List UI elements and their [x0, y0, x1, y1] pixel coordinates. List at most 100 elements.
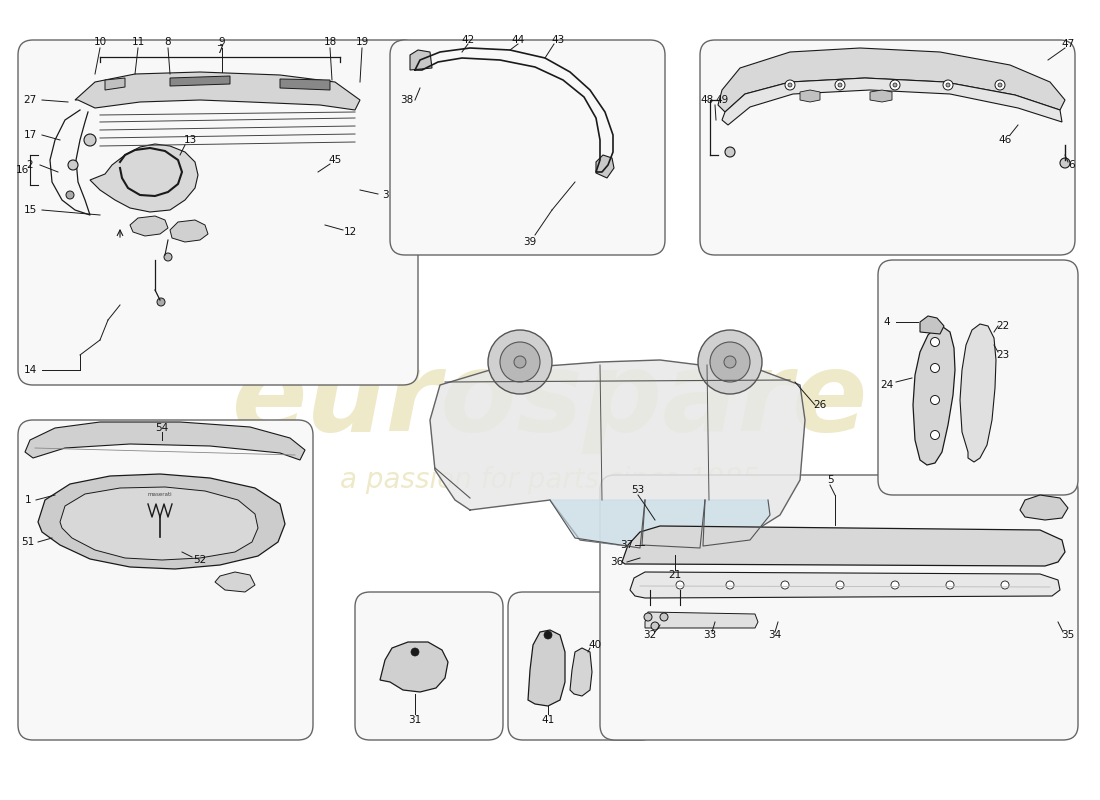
Polygon shape	[39, 474, 285, 569]
Circle shape	[931, 363, 939, 373]
Polygon shape	[722, 78, 1062, 125]
Circle shape	[893, 83, 896, 87]
Text: 22: 22	[997, 321, 1010, 331]
FancyBboxPatch shape	[600, 475, 1078, 740]
Polygon shape	[25, 422, 305, 460]
Text: 27: 27	[23, 95, 36, 105]
Text: 52: 52	[194, 555, 207, 565]
Circle shape	[84, 134, 96, 146]
Polygon shape	[60, 487, 258, 560]
Circle shape	[890, 80, 900, 90]
Circle shape	[725, 147, 735, 157]
Circle shape	[891, 581, 899, 589]
Polygon shape	[920, 316, 944, 334]
Text: 32: 32	[644, 630, 657, 640]
Polygon shape	[913, 327, 955, 465]
Text: 46: 46	[999, 135, 1012, 145]
FancyBboxPatch shape	[700, 40, 1075, 255]
Text: 41: 41	[541, 715, 554, 725]
FancyBboxPatch shape	[508, 592, 656, 740]
Polygon shape	[645, 612, 758, 628]
Polygon shape	[379, 642, 448, 692]
Text: 51: 51	[21, 537, 34, 547]
Circle shape	[726, 581, 734, 589]
Circle shape	[838, 83, 842, 87]
Polygon shape	[130, 216, 168, 236]
Circle shape	[788, 83, 792, 87]
Circle shape	[724, 356, 736, 368]
Circle shape	[931, 395, 939, 405]
Circle shape	[1001, 581, 1009, 589]
Text: 16: 16	[15, 165, 29, 175]
Polygon shape	[104, 78, 125, 90]
Circle shape	[1060, 158, 1070, 168]
Text: 9: 9	[219, 37, 225, 47]
Text: 15: 15	[23, 205, 36, 215]
Polygon shape	[630, 572, 1060, 598]
Text: 23: 23	[997, 350, 1010, 360]
Text: 43: 43	[551, 35, 564, 45]
Circle shape	[157, 298, 165, 306]
Polygon shape	[214, 572, 255, 592]
Text: 7: 7	[217, 45, 223, 55]
Text: 3: 3	[382, 190, 388, 200]
Text: 10: 10	[94, 37, 107, 47]
Circle shape	[660, 613, 668, 621]
FancyBboxPatch shape	[390, 40, 666, 255]
Text: 53: 53	[631, 485, 645, 495]
Text: 35: 35	[1062, 630, 1075, 640]
Polygon shape	[642, 500, 705, 548]
Polygon shape	[718, 48, 1065, 112]
Text: 12: 12	[343, 227, 356, 237]
Text: 37: 37	[620, 540, 634, 550]
Text: 42: 42	[461, 35, 474, 45]
Text: 26: 26	[813, 400, 826, 410]
Circle shape	[946, 83, 950, 87]
Text: 18: 18	[323, 37, 337, 47]
Text: 13: 13	[184, 135, 197, 145]
Text: 4: 4	[883, 317, 890, 327]
Text: 8: 8	[165, 37, 172, 47]
Circle shape	[651, 622, 659, 630]
Circle shape	[544, 631, 552, 639]
Polygon shape	[430, 360, 805, 550]
Text: 36: 36	[610, 557, 624, 567]
FancyBboxPatch shape	[355, 592, 503, 740]
Polygon shape	[960, 324, 996, 462]
Text: 2: 2	[26, 160, 33, 170]
Text: 34: 34	[769, 630, 782, 640]
Circle shape	[931, 338, 939, 346]
Text: 31: 31	[408, 715, 421, 725]
Text: 24: 24	[880, 380, 893, 390]
Polygon shape	[170, 76, 230, 86]
Text: eurospare: eurospare	[232, 346, 868, 454]
Polygon shape	[90, 144, 198, 212]
Circle shape	[946, 581, 954, 589]
FancyBboxPatch shape	[18, 40, 418, 385]
Polygon shape	[800, 90, 820, 102]
Text: 48: 48	[701, 95, 714, 105]
Text: 5: 5	[827, 475, 834, 485]
Polygon shape	[410, 50, 432, 70]
FancyBboxPatch shape	[18, 420, 314, 740]
Text: 1: 1	[24, 495, 31, 505]
Text: 39: 39	[524, 237, 537, 247]
Text: 21: 21	[669, 570, 682, 580]
Circle shape	[931, 430, 939, 439]
Text: 11: 11	[131, 37, 144, 47]
Circle shape	[781, 581, 789, 589]
Text: 14: 14	[23, 365, 36, 375]
Text: maserati: maserati	[147, 491, 173, 497]
Text: 33: 33	[703, 630, 716, 640]
Polygon shape	[570, 648, 592, 696]
Polygon shape	[870, 90, 892, 102]
Polygon shape	[550, 500, 645, 548]
Circle shape	[676, 581, 684, 589]
Text: 40: 40	[588, 640, 602, 650]
Circle shape	[698, 330, 762, 394]
Circle shape	[836, 581, 844, 589]
Circle shape	[943, 80, 953, 90]
Circle shape	[835, 80, 845, 90]
Circle shape	[785, 80, 795, 90]
Circle shape	[164, 253, 172, 261]
